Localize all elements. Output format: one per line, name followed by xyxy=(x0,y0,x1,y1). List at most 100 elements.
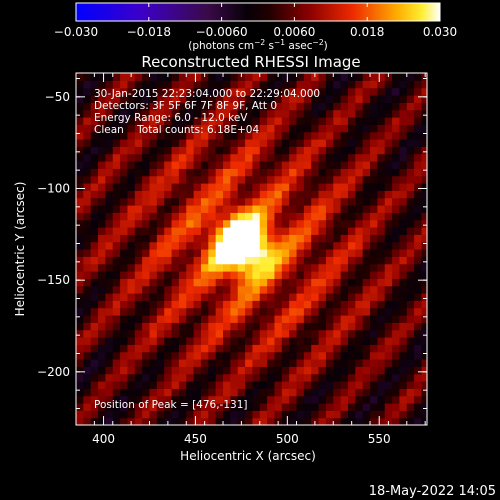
heatmap-cell xyxy=(406,139,415,147)
heatmap-cell xyxy=(90,271,99,279)
heatmap-cell xyxy=(399,87,408,96)
heatmap-cell xyxy=(156,322,165,331)
heatmap-cell xyxy=(414,285,423,294)
heatmap-cell xyxy=(347,161,356,169)
heatmap-cell xyxy=(347,80,356,89)
heatmap-cell xyxy=(252,139,261,147)
heatmap-cell xyxy=(83,263,92,272)
heatmap-cell xyxy=(421,146,427,155)
heatmap-cell xyxy=(208,73,217,81)
heatmap-cell xyxy=(215,139,224,147)
heatmap-cell xyxy=(399,293,408,301)
heatmap-cell xyxy=(223,278,231,287)
heatmap-cell xyxy=(237,285,246,294)
heatmap-cell xyxy=(421,80,427,89)
heatmap-cell xyxy=(384,190,393,199)
heatmap-cell xyxy=(90,131,99,140)
heatmap-cell xyxy=(267,395,276,404)
heatmap-cell xyxy=(178,278,187,287)
heatmap-cell xyxy=(149,146,158,155)
heatmap-cell xyxy=(252,161,261,169)
heatmap-cell xyxy=(134,417,143,425)
heatmap-cell xyxy=(134,256,143,265)
heatmap-cell xyxy=(281,300,290,309)
heatmap-cell xyxy=(259,315,268,323)
heatmap-cell xyxy=(215,102,224,111)
heatmap-cell xyxy=(333,139,342,147)
heatmap-cell xyxy=(362,395,371,404)
heatmap-cell xyxy=(223,80,231,89)
heatmap-cell xyxy=(281,373,290,382)
heatmap-cell xyxy=(267,403,276,411)
heatmap-cell xyxy=(245,263,254,272)
heatmap-cell xyxy=(200,388,209,397)
heatmap-cell xyxy=(318,124,327,133)
heatmap-cell xyxy=(362,234,371,243)
heatmap-cell xyxy=(370,300,378,309)
heatmap-cell xyxy=(105,293,114,301)
heatmap-cell xyxy=(127,197,136,206)
heatmap-cell xyxy=(149,344,158,353)
heatmap-cell xyxy=(105,271,114,279)
heatmap-cell xyxy=(274,109,283,118)
heatmap-cell xyxy=(318,197,327,206)
heatmap-cell xyxy=(370,80,378,89)
heatmap-cell xyxy=(127,388,136,397)
heatmap-cell xyxy=(112,175,121,184)
heatmap-cell xyxy=(281,234,290,243)
heatmap-cell xyxy=(274,337,283,345)
heatmap-cell xyxy=(120,153,129,162)
heatmap-cell xyxy=(296,359,305,367)
heatmap-cell xyxy=(83,417,92,425)
heatmap-cell xyxy=(399,249,408,257)
heatmap-cell xyxy=(149,73,158,81)
heatmap-cell xyxy=(325,95,334,103)
heatmap-cell xyxy=(333,183,342,191)
heatmap-cell xyxy=(156,285,165,294)
heatmap-cell xyxy=(149,183,158,191)
heatmap-cell xyxy=(384,109,393,118)
heatmap-cell xyxy=(230,153,239,162)
heatmap-cell xyxy=(98,87,106,96)
heatmap-cell xyxy=(406,417,415,425)
heatmap-cell xyxy=(237,388,246,397)
heatmap-cell xyxy=(134,388,143,397)
heatmap-cell xyxy=(193,190,202,199)
heatmap-cell xyxy=(215,373,224,382)
heatmap-cell xyxy=(421,278,427,287)
heatmap-cell xyxy=(333,410,342,419)
heatmap-cell xyxy=(311,344,320,353)
heatmap-cell xyxy=(318,366,327,375)
heatmap-cell xyxy=(237,146,246,155)
heatmap-cell xyxy=(392,410,401,419)
heatmap-cell xyxy=(377,139,386,147)
heatmap-cell xyxy=(252,212,261,221)
heatmap-cell xyxy=(171,263,180,272)
heatmap-cell xyxy=(149,381,158,389)
heatmap-cell xyxy=(171,307,180,316)
heatmap-cell xyxy=(120,351,129,360)
heatmap-cell xyxy=(120,315,129,323)
heatmap-cell xyxy=(362,161,371,169)
heatmap-cell xyxy=(303,109,312,118)
heatmap-cell xyxy=(90,102,99,111)
heatmap-cell xyxy=(392,139,401,147)
heatmap-cell xyxy=(83,80,92,89)
heatmap-cell xyxy=(303,227,312,235)
heatmap-cell xyxy=(267,146,276,155)
heatmap-cell xyxy=(384,139,393,147)
heatmap-cell xyxy=(392,381,401,389)
heatmap-cell xyxy=(296,109,305,118)
annotation-detectors: Detectors: 3F 5F 6F 7F 8F 9F, Att 0 xyxy=(94,100,277,112)
heatmap-cell xyxy=(281,124,290,133)
heatmap-cell xyxy=(318,227,327,235)
heatmap-cell xyxy=(98,417,106,425)
heatmap-cell xyxy=(333,315,342,323)
heatmap-cell xyxy=(149,293,158,301)
heatmap-cell xyxy=(193,161,202,169)
heatmap-cell xyxy=(186,285,195,294)
heatmap-cell xyxy=(311,139,320,147)
heatmap-cell xyxy=(149,256,158,265)
heatmap-cell xyxy=(98,117,106,125)
heatmap-cell xyxy=(230,351,239,360)
